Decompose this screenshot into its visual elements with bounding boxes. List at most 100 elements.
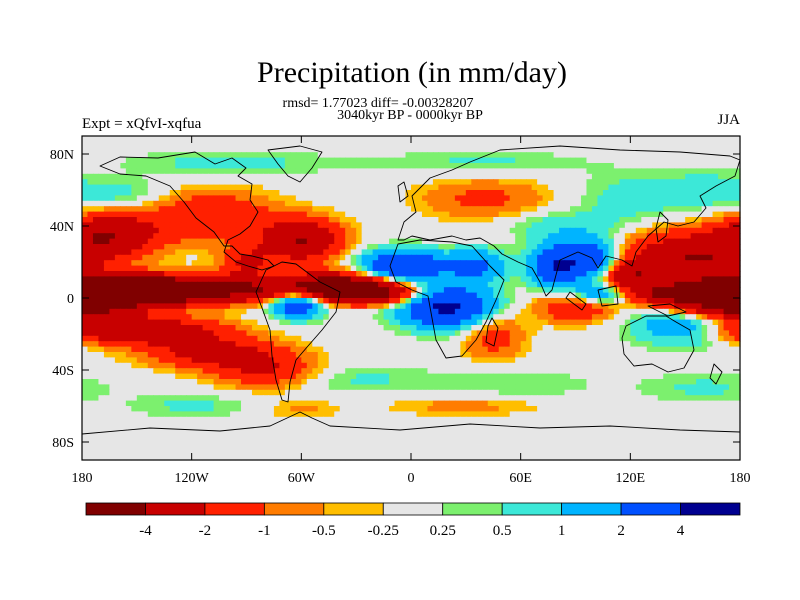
heatmap-cell [537, 281, 544, 288]
heatmap-cell [317, 319, 324, 326]
heatmap-cell [531, 190, 538, 196]
heatmap-cell [564, 211, 571, 218]
heatmap-cell [328, 244, 335, 250]
heatmap-cell [515, 173, 522, 180]
heatmap-cell [449, 179, 456, 186]
heatmap-cell [707, 190, 714, 196]
heatmap-cell [679, 319, 686, 326]
heatmap-cell [570, 227, 577, 234]
heatmap-cell [356, 249, 363, 256]
heatmap-cell [624, 157, 631, 164]
heatmap-cell [175, 168, 182, 175]
heatmap-cell [482, 233, 489, 240]
heatmap-cell [635, 157, 642, 164]
heatmap-cell [718, 222, 725, 229]
heatmap-cell [92, 195, 100, 202]
heatmap-cell [657, 195, 664, 202]
heatmap-cell [564, 217, 571, 223]
heatmap-cell [356, 319, 363, 326]
heatmap-cell [186, 254, 193, 261]
heatmap-cell [197, 200, 204, 207]
heatmap-cell [257, 157, 264, 164]
heatmap-cell [482, 157, 489, 164]
heatmap-cell [570, 335, 577, 342]
heatmap-cell [465, 200, 472, 207]
heatmap-cell [443, 211, 450, 218]
heatmap-cell [92, 308, 100, 315]
heatmap-cell [356, 260, 363, 267]
heatmap-cell [273, 179, 280, 186]
heatmap-cell [580, 319, 588, 326]
heatmap-cell [312, 308, 319, 315]
heatmap-cell [208, 195, 215, 202]
heatmap-cell [734, 325, 741, 331]
heatmap-cell [685, 184, 692, 191]
heatmap-cell [306, 206, 313, 213]
heatmap-cell [295, 271, 302, 277]
heatmap-cell [197, 298, 204, 304]
heatmap-cell [400, 308, 407, 315]
heatmap-cell [652, 173, 659, 180]
heatmap-cell [186, 173, 193, 180]
heatmap-cell [416, 233, 423, 240]
heatmap-cell [685, 271, 692, 277]
heatmap-cell [246, 217, 253, 223]
heatmap-cell [219, 227, 226, 234]
heatmap-cell [487, 179, 494, 186]
heatmap-cell [411, 352, 418, 358]
heatmap-cell [685, 141, 692, 148]
heatmap-cell [416, 222, 423, 229]
heatmap-cell [663, 184, 670, 191]
heatmap-cell [580, 292, 588, 299]
heatmap-cell [372, 152, 379, 159]
heatmap-cell [427, 146, 434, 153]
heatmap-cell [323, 287, 330, 294]
heatmap-cell [224, 287, 231, 294]
heatmap-cell [312, 168, 319, 175]
heatmap-cell [191, 146, 198, 153]
heatmap-cell [553, 184, 560, 191]
heatmap-cell [509, 217, 516, 223]
heatmap-cell [98, 357, 105, 364]
heatmap-cell [131, 249, 138, 256]
heatmap-cell [707, 227, 714, 234]
heatmap-cell [114, 357, 121, 364]
heatmap-cell [186, 233, 193, 240]
heatmap-cell [624, 195, 631, 202]
heatmap-cell [389, 298, 396, 304]
heatmap-cell [301, 330, 308, 337]
heatmap-cell [120, 352, 127, 358]
heatmap-cell [646, 217, 653, 223]
heatmap-cell [559, 335, 566, 342]
heatmap-cell [136, 195, 143, 202]
heatmap-cell [679, 227, 686, 234]
heatmap-cell [219, 195, 226, 202]
heatmap-cell [131, 179, 138, 186]
heatmap-cell [186, 276, 193, 283]
heatmap-cell [679, 292, 686, 299]
heatmap-cell [712, 168, 719, 175]
heatmap-cell [125, 319, 132, 326]
heatmap-cell [641, 271, 648, 277]
heatmap-cell [378, 341, 385, 348]
heatmap-cell [553, 314, 560, 321]
heatmap-cell [109, 184, 116, 191]
heatmap-cell [142, 308, 149, 315]
heatmap-cell [559, 217, 566, 223]
heatmap-cell [147, 168, 154, 175]
heatmap-cell [449, 341, 456, 348]
heatmap-cell [613, 173, 620, 180]
heatmap-cell [92, 227, 100, 234]
heatmap-cell [284, 357, 291, 364]
heatmap-cell [575, 325, 582, 331]
heatmap-cell [723, 227, 730, 234]
heatmap-cell [114, 276, 121, 283]
heatmap-cell [219, 146, 226, 153]
heatmap-cell [663, 308, 670, 315]
heatmap-cell [652, 292, 659, 299]
heatmap-cell [526, 292, 533, 299]
heatmap-cell [350, 141, 357, 148]
heatmap-cell [230, 190, 237, 196]
heatmap-cell [361, 233, 368, 240]
heatmap-cell [92, 173, 100, 180]
